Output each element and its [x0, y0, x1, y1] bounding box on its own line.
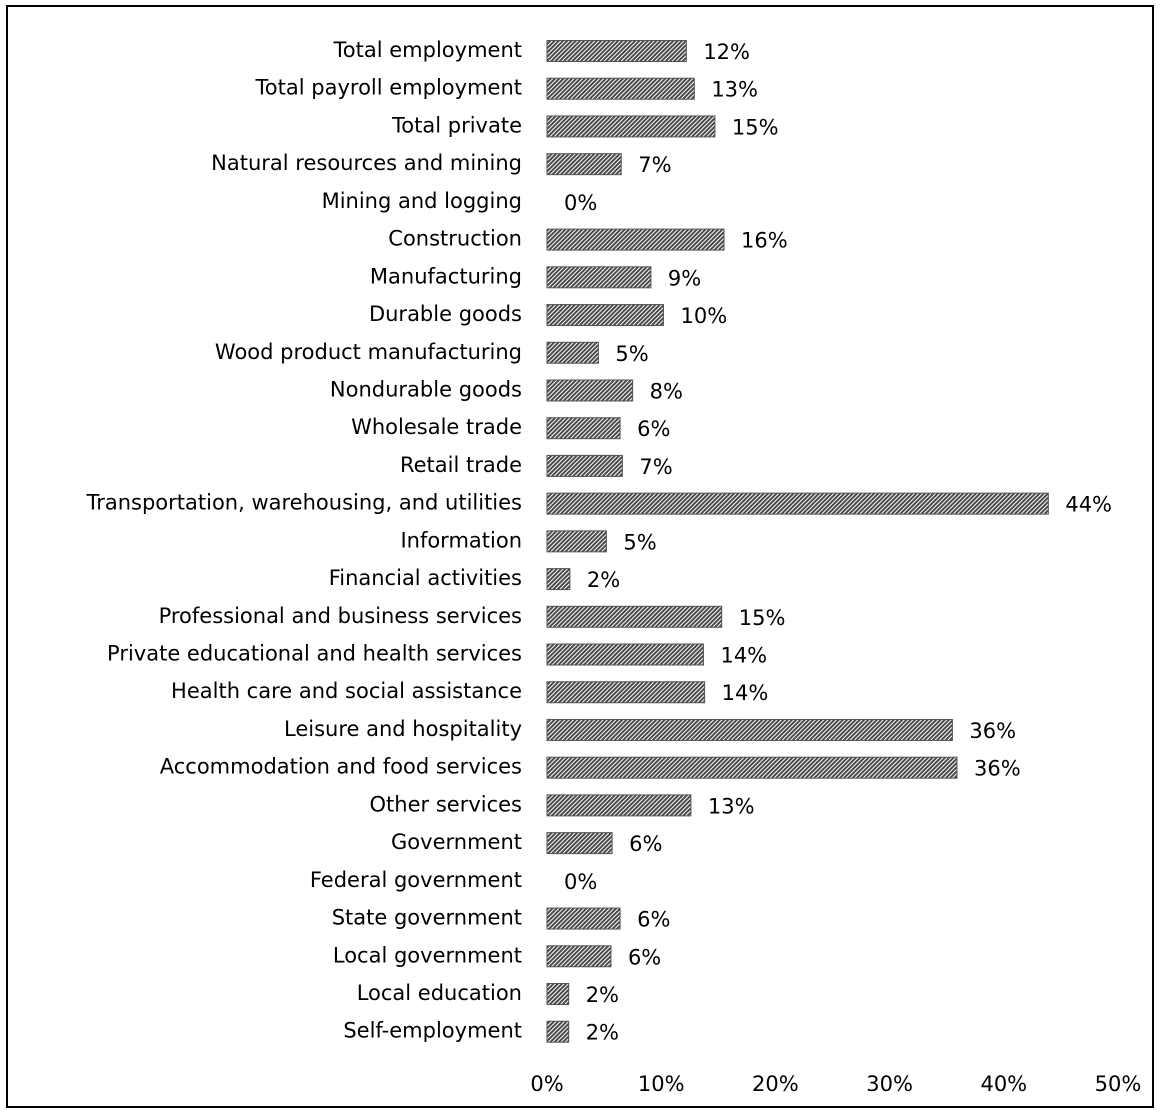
- bar: [546, 115, 716, 138]
- category-label: Accommodation and food services: [160, 755, 522, 779]
- bar-value-label: 9%: [668, 266, 701, 290]
- bar-value-label: 13%: [711, 78, 758, 102]
- category-label: Health care and social assistance: [171, 679, 522, 703]
- bar-value-label: 36%: [974, 757, 1021, 781]
- bar-value-label: 6%: [628, 945, 661, 969]
- x-tick-label: 30%: [866, 1072, 913, 1096]
- bar: [546, 907, 621, 930]
- bar-value-label: 8%: [650, 379, 683, 403]
- bar-value-label: 10%: [680, 304, 727, 328]
- bar-value-label: 44%: [1065, 493, 1112, 517]
- bar-value-label: 0%: [564, 870, 597, 894]
- bar: [546, 756, 958, 779]
- bar-value-label: 6%: [637, 417, 670, 441]
- category-label: Durable goods: [369, 302, 522, 326]
- bar-value-label: 5%: [615, 342, 648, 366]
- x-tick-label: 20%: [752, 1072, 799, 1096]
- x-tick-label: 10%: [638, 1072, 685, 1096]
- category-label: Leisure and hospitality: [284, 717, 522, 741]
- category-label: State government: [332, 906, 522, 930]
- category-labels: Total employment Total payroll employment…: [85, 38, 522, 1043]
- bar-value-label: 36%: [969, 719, 1016, 743]
- bar-value-label: 6%: [629, 832, 662, 856]
- category-label: Manufacturing: [370, 264, 522, 288]
- category-label: Natural resources and mining: [211, 151, 522, 175]
- bar-value-label: 12%: [703, 40, 750, 64]
- bar: [546, 945, 612, 968]
- category-label: Other services: [370, 792, 522, 816]
- bar-value-label: 7%: [639, 455, 672, 479]
- x-tick-label: 0%: [530, 1072, 563, 1096]
- category-label: Local education: [357, 981, 522, 1005]
- category-label: Self-employment: [343, 1019, 522, 1043]
- bar: [546, 832, 613, 855]
- bar: [546, 40, 687, 62]
- bar-value-label: 7%: [638, 153, 671, 177]
- category-label: Wholesale trade: [351, 415, 522, 439]
- bars: [546, 40, 1049, 1043]
- bar-value-label: 2%: [586, 983, 619, 1007]
- bar: [546, 153, 622, 176]
- bar-value-label: 15%: [739, 606, 786, 630]
- bar: [546, 228, 725, 251]
- bar-value-label: 16%: [741, 229, 788, 253]
- bar: [546, 681, 706, 704]
- bar: [546, 643, 704, 666]
- x-tick-label: 40%: [980, 1072, 1027, 1096]
- bar: [546, 454, 623, 477]
- bar: [546, 266, 652, 289]
- category-label: Mining and logging: [322, 189, 522, 213]
- bar-value-label: 6%: [637, 908, 670, 932]
- x-tick-label: 50%: [1095, 1072, 1142, 1096]
- category-label: Financial activities: [329, 566, 522, 590]
- category-label: Total employment: [333, 38, 522, 62]
- value-labels: 12%13%15%7%0%16%9%10%5%8%6%7%44%5%2%15%1…: [564, 40, 1112, 1045]
- category-label: Information: [400, 528, 522, 552]
- bar-value-label: 5%: [623, 530, 656, 554]
- bar: [546, 605, 723, 628]
- category-label: Federal government: [310, 868, 522, 892]
- category-label: Total payroll employment: [255, 76, 522, 100]
- category-label: Transportation, warehousing, and utiliti…: [85, 491, 522, 515]
- bar: [546, 77, 695, 100]
- category-label: Government: [391, 830, 522, 854]
- bar: [546, 379, 634, 402]
- category-label: Retail trade: [400, 453, 522, 477]
- bar-value-label: 2%: [586, 1021, 619, 1045]
- bar-value-label: 14%: [720, 644, 767, 668]
- bar-value-label: 14%: [722, 681, 769, 705]
- category-label: Local government: [333, 943, 522, 967]
- category-label: Nondurable goods: [330, 377, 522, 401]
- bar: [546, 492, 1049, 515]
- bar-value-label: 2%: [587, 568, 620, 592]
- category-label: Private educational and health services: [107, 642, 522, 666]
- bar-value-label: 13%: [708, 794, 755, 818]
- bar: [546, 304, 664, 327]
- category-label: Construction: [388, 227, 522, 251]
- bar: [546, 417, 621, 440]
- bar: [546, 530, 607, 553]
- bar: [546, 794, 692, 817]
- bar: [546, 718, 953, 741]
- bar: [546, 1020, 570, 1043]
- bar-value-label: 0%: [564, 191, 597, 215]
- bar: [546, 341, 599, 364]
- x-axis-tick-labels: 0% 10% 20% 30% 40% 50%: [530, 1072, 1141, 1096]
- category-label: Total private: [391, 113, 522, 137]
- category-label: Wood product manufacturing: [215, 340, 522, 364]
- category-label: Professional and business services: [159, 604, 522, 628]
- bar-value-label: 15%: [732, 115, 779, 139]
- bar: [546, 983, 570, 1005]
- bar: [546, 568, 571, 591]
